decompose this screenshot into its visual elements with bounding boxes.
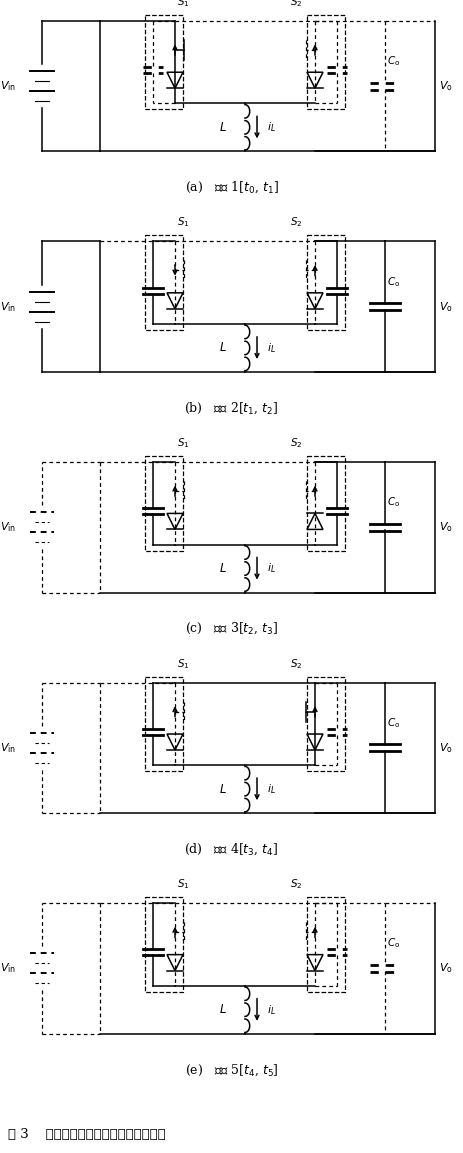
Text: $V_{\rm in}$: $V_{\rm in}$ — [0, 520, 16, 534]
Text: $S_2$: $S_2$ — [290, 216, 302, 229]
Bar — [145, 235, 183, 330]
Bar — [307, 457, 345, 550]
Bar — [307, 235, 345, 330]
Text: $i_L$: $i_L$ — [267, 562, 276, 575]
Text: (d)   阶段 4[$t_3$, $t_4$]: (d) 阶段 4[$t_3$, $t_4$] — [184, 842, 279, 857]
Text: $S_1$: $S_1$ — [177, 657, 189, 671]
Bar — [145, 15, 183, 110]
Text: $C_{\rm o}$: $C_{\rm o}$ — [387, 274, 400, 288]
Text: (b)   阶段 2[$t_1$, $t_2$]: (b) 阶段 2[$t_1$, $t_2$] — [184, 400, 279, 416]
Text: $V_{\rm o}$: $V_{\rm o}$ — [439, 962, 453, 975]
Text: $V_{\rm o}$: $V_{\rm o}$ — [439, 520, 453, 534]
Bar — [145, 677, 183, 771]
Text: $L$: $L$ — [219, 1003, 227, 1016]
Text: $V_{\rm in}$: $V_{\rm in}$ — [0, 300, 16, 314]
Bar — [307, 897, 345, 992]
Text: $V_{\rm o}$: $V_{\rm o}$ — [439, 741, 453, 755]
Bar — [145, 457, 183, 550]
Text: $i_L$: $i_L$ — [267, 120, 276, 134]
Text: (c)   阶段 3[$t_2$, $t_3$]: (c) 阶段 3[$t_2$, $t_3$] — [185, 621, 278, 636]
Bar — [145, 897, 183, 992]
Text: $i_L$: $i_L$ — [267, 782, 276, 796]
Text: $V_{\rm in}$: $V_{\rm in}$ — [0, 80, 16, 93]
Text: $L$: $L$ — [219, 562, 227, 575]
Text: $i_L$: $i_L$ — [267, 1003, 276, 1017]
Text: $S_1$: $S_1$ — [177, 877, 189, 891]
Text: $C_{\rm o}$: $C_{\rm o}$ — [387, 936, 400, 950]
Text: $S_2$: $S_2$ — [290, 436, 302, 450]
Text: $S_2$: $S_2$ — [290, 657, 302, 671]
Text: $V_{\rm o}$: $V_{\rm o}$ — [439, 300, 453, 314]
Text: $S_2$: $S_2$ — [290, 877, 302, 891]
Text: (e)   阶段 5[$t_4$, $t_5$]: (e) 阶段 5[$t_4$, $t_5$] — [185, 1062, 278, 1078]
Text: $i_L$: $i_L$ — [267, 341, 276, 355]
Text: $S_1$: $S_1$ — [177, 0, 189, 9]
Text: $S_1$: $S_1$ — [177, 436, 189, 450]
Text: (a)   阶段 1[$t_0$, $t_1$]: (a) 阶段 1[$t_0$, $t_1$] — [185, 180, 278, 195]
Bar — [307, 677, 345, 771]
Text: $C_{\rm o}$: $C_{\rm o}$ — [387, 716, 400, 730]
Text: $L$: $L$ — [219, 121, 227, 134]
Text: $V_{\rm in}$: $V_{\rm in}$ — [0, 962, 16, 975]
Text: $S_1$: $S_1$ — [177, 216, 189, 229]
Text: $L$: $L$ — [219, 783, 227, 796]
Text: $V_{\rm o}$: $V_{\rm o}$ — [439, 80, 453, 93]
Text: $C_{\rm o}$: $C_{\rm o}$ — [387, 54, 400, 68]
Text: $C_{\rm o}$: $C_{\rm o}$ — [387, 496, 400, 510]
Bar — [307, 15, 345, 110]
Text: $L$: $L$ — [219, 341, 227, 354]
Text: 图 3    电感电流不反向时各阶段等效电路: 图 3 电感电流不反向时各阶段等效电路 — [8, 1129, 166, 1141]
Text: $S_2$: $S_2$ — [290, 0, 302, 9]
Text: $V_{\rm in}$: $V_{\rm in}$ — [0, 741, 16, 755]
